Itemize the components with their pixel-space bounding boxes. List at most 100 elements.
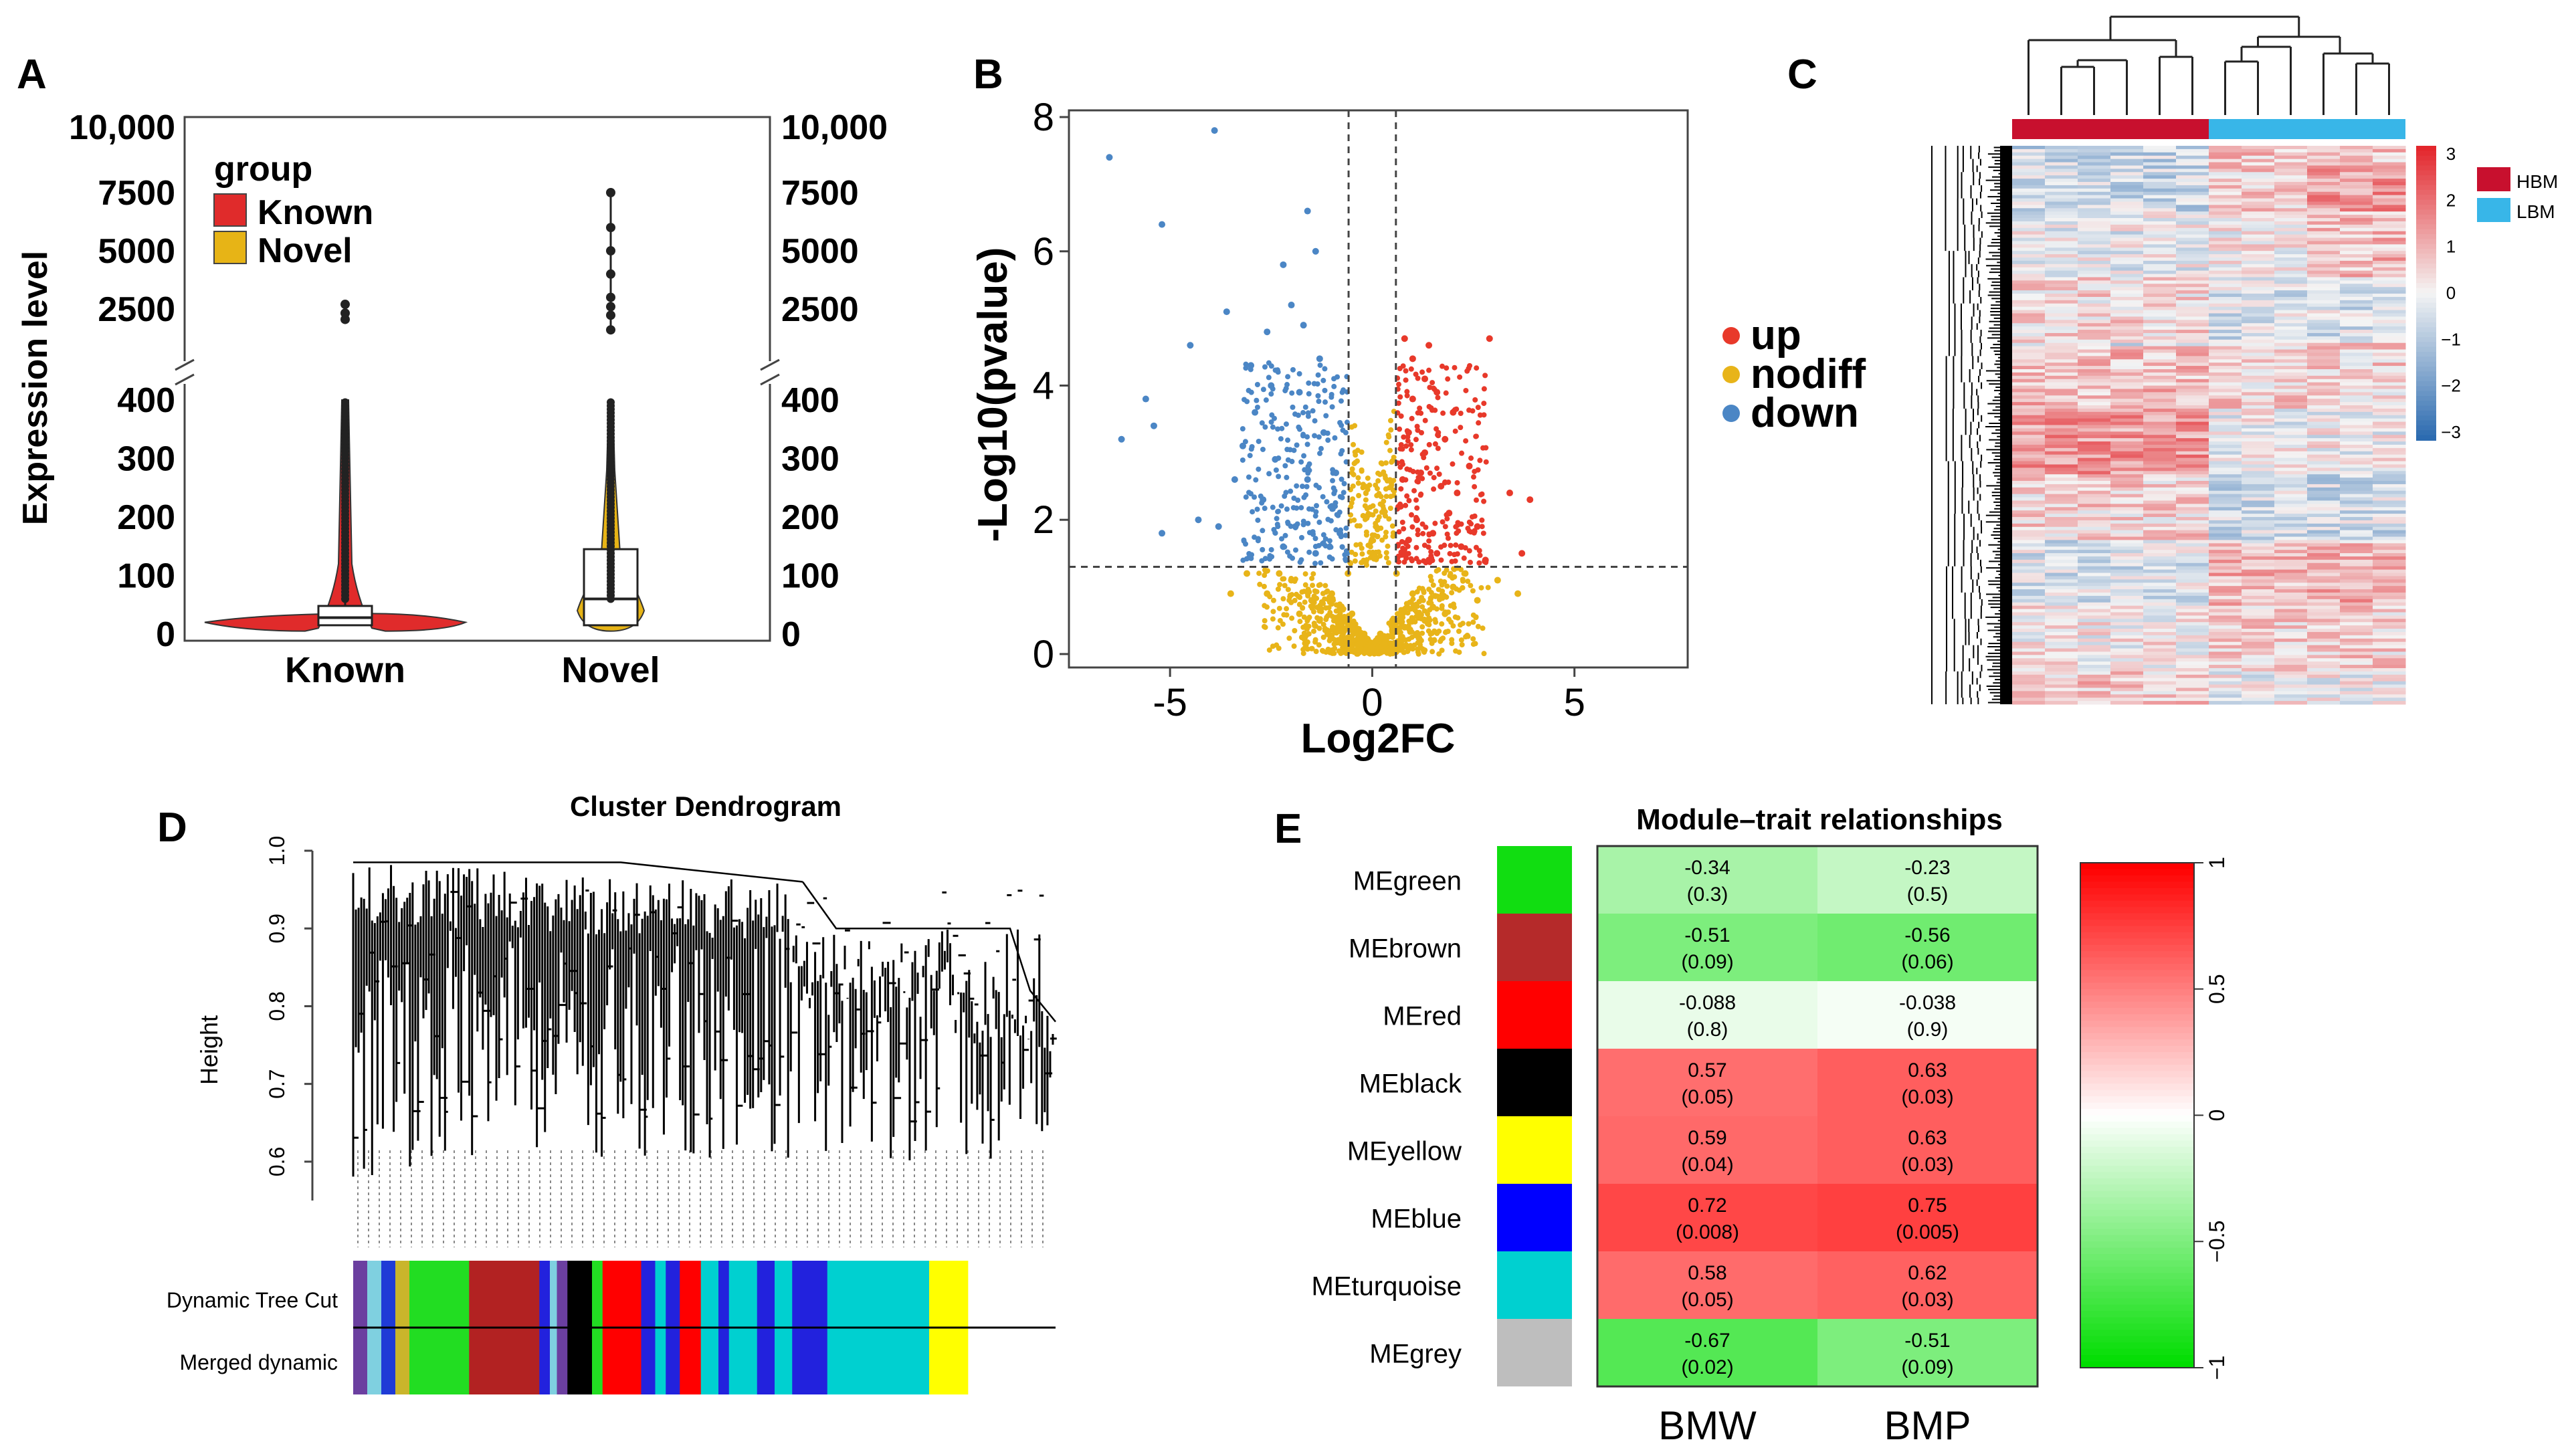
heatmap-cell <box>2078 523 2111 528</box>
heatmap-cell <box>2307 264 2341 268</box>
color-scale-step <box>2416 411 2436 417</box>
heatmap-cell <box>2078 447 2111 452</box>
point-up <box>1472 484 1478 490</box>
module-color-swatch <box>1497 981 1572 1049</box>
heatmap-cell <box>2307 411 2341 416</box>
heatmap-cell <box>2307 589 2341 593</box>
heatmap-cell <box>2078 605 2111 610</box>
heatmap-cell <box>2176 310 2209 314</box>
heatmap-cell <box>2373 198 2406 202</box>
heatmap-cell <box>2012 694 2046 698</box>
point-nodiff <box>1458 637 1464 643</box>
panel-a-xtick-known: Known <box>285 650 405 690</box>
heatmap-cell <box>2209 599 2242 603</box>
heatmap-cell <box>2274 553 2308 557</box>
heatmap-cell <box>2209 474 2242 478</box>
panel-a-legend-title: group <box>214 150 312 189</box>
heatmap-cell <box>2143 172 2177 176</box>
heatmap-cell <box>2242 274 2275 278</box>
heatmap-cell <box>2078 599 2111 603</box>
color-scale-step <box>2080 1323 2194 1331</box>
heatmap-cell <box>2340 191 2373 196</box>
heatmap-cell <box>2078 375 2111 380</box>
heatmap-cell <box>2373 330 2406 334</box>
point-nodiff <box>1299 635 1305 641</box>
heatmap-cell <box>2012 648 2046 652</box>
point-down <box>1310 531 1316 537</box>
point-nodiff <box>1359 467 1365 473</box>
heatmap-cell <box>2078 234 2111 239</box>
module-color-band <box>775 1328 793 1394</box>
heatmap-cell <box>2078 277 2111 281</box>
heatmap-cell <box>2012 221 2046 225</box>
point-nodiff <box>1349 610 1356 617</box>
heatmap-cell <box>2209 619 2242 623</box>
heatmap-cell <box>2340 441 2373 445</box>
point-up <box>1476 560 1482 566</box>
heatmap-cell <box>2307 441 2341 445</box>
heatmap-cell <box>2143 408 2177 413</box>
heatmap-cell <box>2242 148 2275 153</box>
row-label: MEgrey <box>1369 1340 1462 1369</box>
heatmap-cell <box>2045 274 2078 278</box>
point-nodiff <box>1310 571 1316 577</box>
heatmap-cell <box>2012 658 2046 662</box>
point-nodiff <box>1364 635 1370 641</box>
point-up <box>1426 538 1432 544</box>
heatmap-cell <box>2209 359 2242 363</box>
heatmap-cell <box>2307 188 2341 193</box>
heatmap-cell <box>2110 385 2144 389</box>
point-nodiff <box>1322 596 1328 602</box>
panel-d-title: Cluster Dendrogram <box>570 791 842 822</box>
point-down <box>1316 399 1322 405</box>
heatmap-cell <box>2307 234 2341 239</box>
heatmap-cell <box>2373 172 2406 176</box>
point-nodiff <box>1391 478 1397 484</box>
heatmap-cell <box>2012 441 2046 445</box>
heatmap-cell <box>2242 559 2275 564</box>
point-down <box>1285 374 1291 380</box>
heatmap-cell <box>2012 155 2046 160</box>
heatmap-cell <box>2242 514 2275 518</box>
panel-a-xtick-novel: Novel <box>561 650 660 690</box>
heatmap-cell <box>2110 589 2144 593</box>
heatmap-cell <box>2110 352 2144 356</box>
module-color-band <box>792 1328 828 1394</box>
xtick-label: 0 <box>1361 681 1383 724</box>
heatmap-cell <box>2274 559 2308 564</box>
point-up <box>1477 457 1483 463</box>
color-scale-step <box>2416 317 2436 323</box>
heatmap-cell <box>2242 655 2275 659</box>
point-nodiff <box>1351 441 1357 447</box>
heatmap-cell <box>2274 605 2308 610</box>
heatmap-cell <box>2209 589 2242 593</box>
point-nodiff <box>1328 590 1335 597</box>
heatmap-cell <box>2209 622 2242 626</box>
heatmap-cell <box>2012 280 2046 284</box>
heatmap-cell <box>2373 441 2406 445</box>
heatmap-cell <box>2045 566 2078 570</box>
heatmap-cell <box>2209 691 2242 695</box>
heatmap-cell <box>2143 638 2177 643</box>
point-down <box>1195 516 1202 524</box>
heatmap-cell <box>2340 169 2373 173</box>
heatmap-cell <box>2274 389 2308 393</box>
heatmap-cell <box>2373 366 2406 370</box>
heatmap-cell <box>2373 550 2406 554</box>
point-nodiff <box>1357 647 1363 653</box>
axis-break-mark-left-2 <box>175 373 195 386</box>
heatmap-cell <box>2110 520 2144 524</box>
point-down <box>1300 431 1306 437</box>
heatmap-cell <box>2078 510 2111 514</box>
heatmap-cell <box>2307 277 2341 281</box>
heatmap-cell <box>2078 182 2111 186</box>
color-scale-step <box>2416 283 2436 289</box>
point-nodiff <box>1417 644 1423 650</box>
heatmap-cell <box>2340 303 2373 308</box>
point-nodiff <box>1359 551 1365 557</box>
heatmap-cell <box>2242 415 2275 419</box>
heatmap-cell <box>2012 536 2046 540</box>
point-nodiff <box>1261 583 1267 589</box>
heatmap-cell <box>2176 694 2209 698</box>
heatmap-cell <box>2307 402 2341 406</box>
